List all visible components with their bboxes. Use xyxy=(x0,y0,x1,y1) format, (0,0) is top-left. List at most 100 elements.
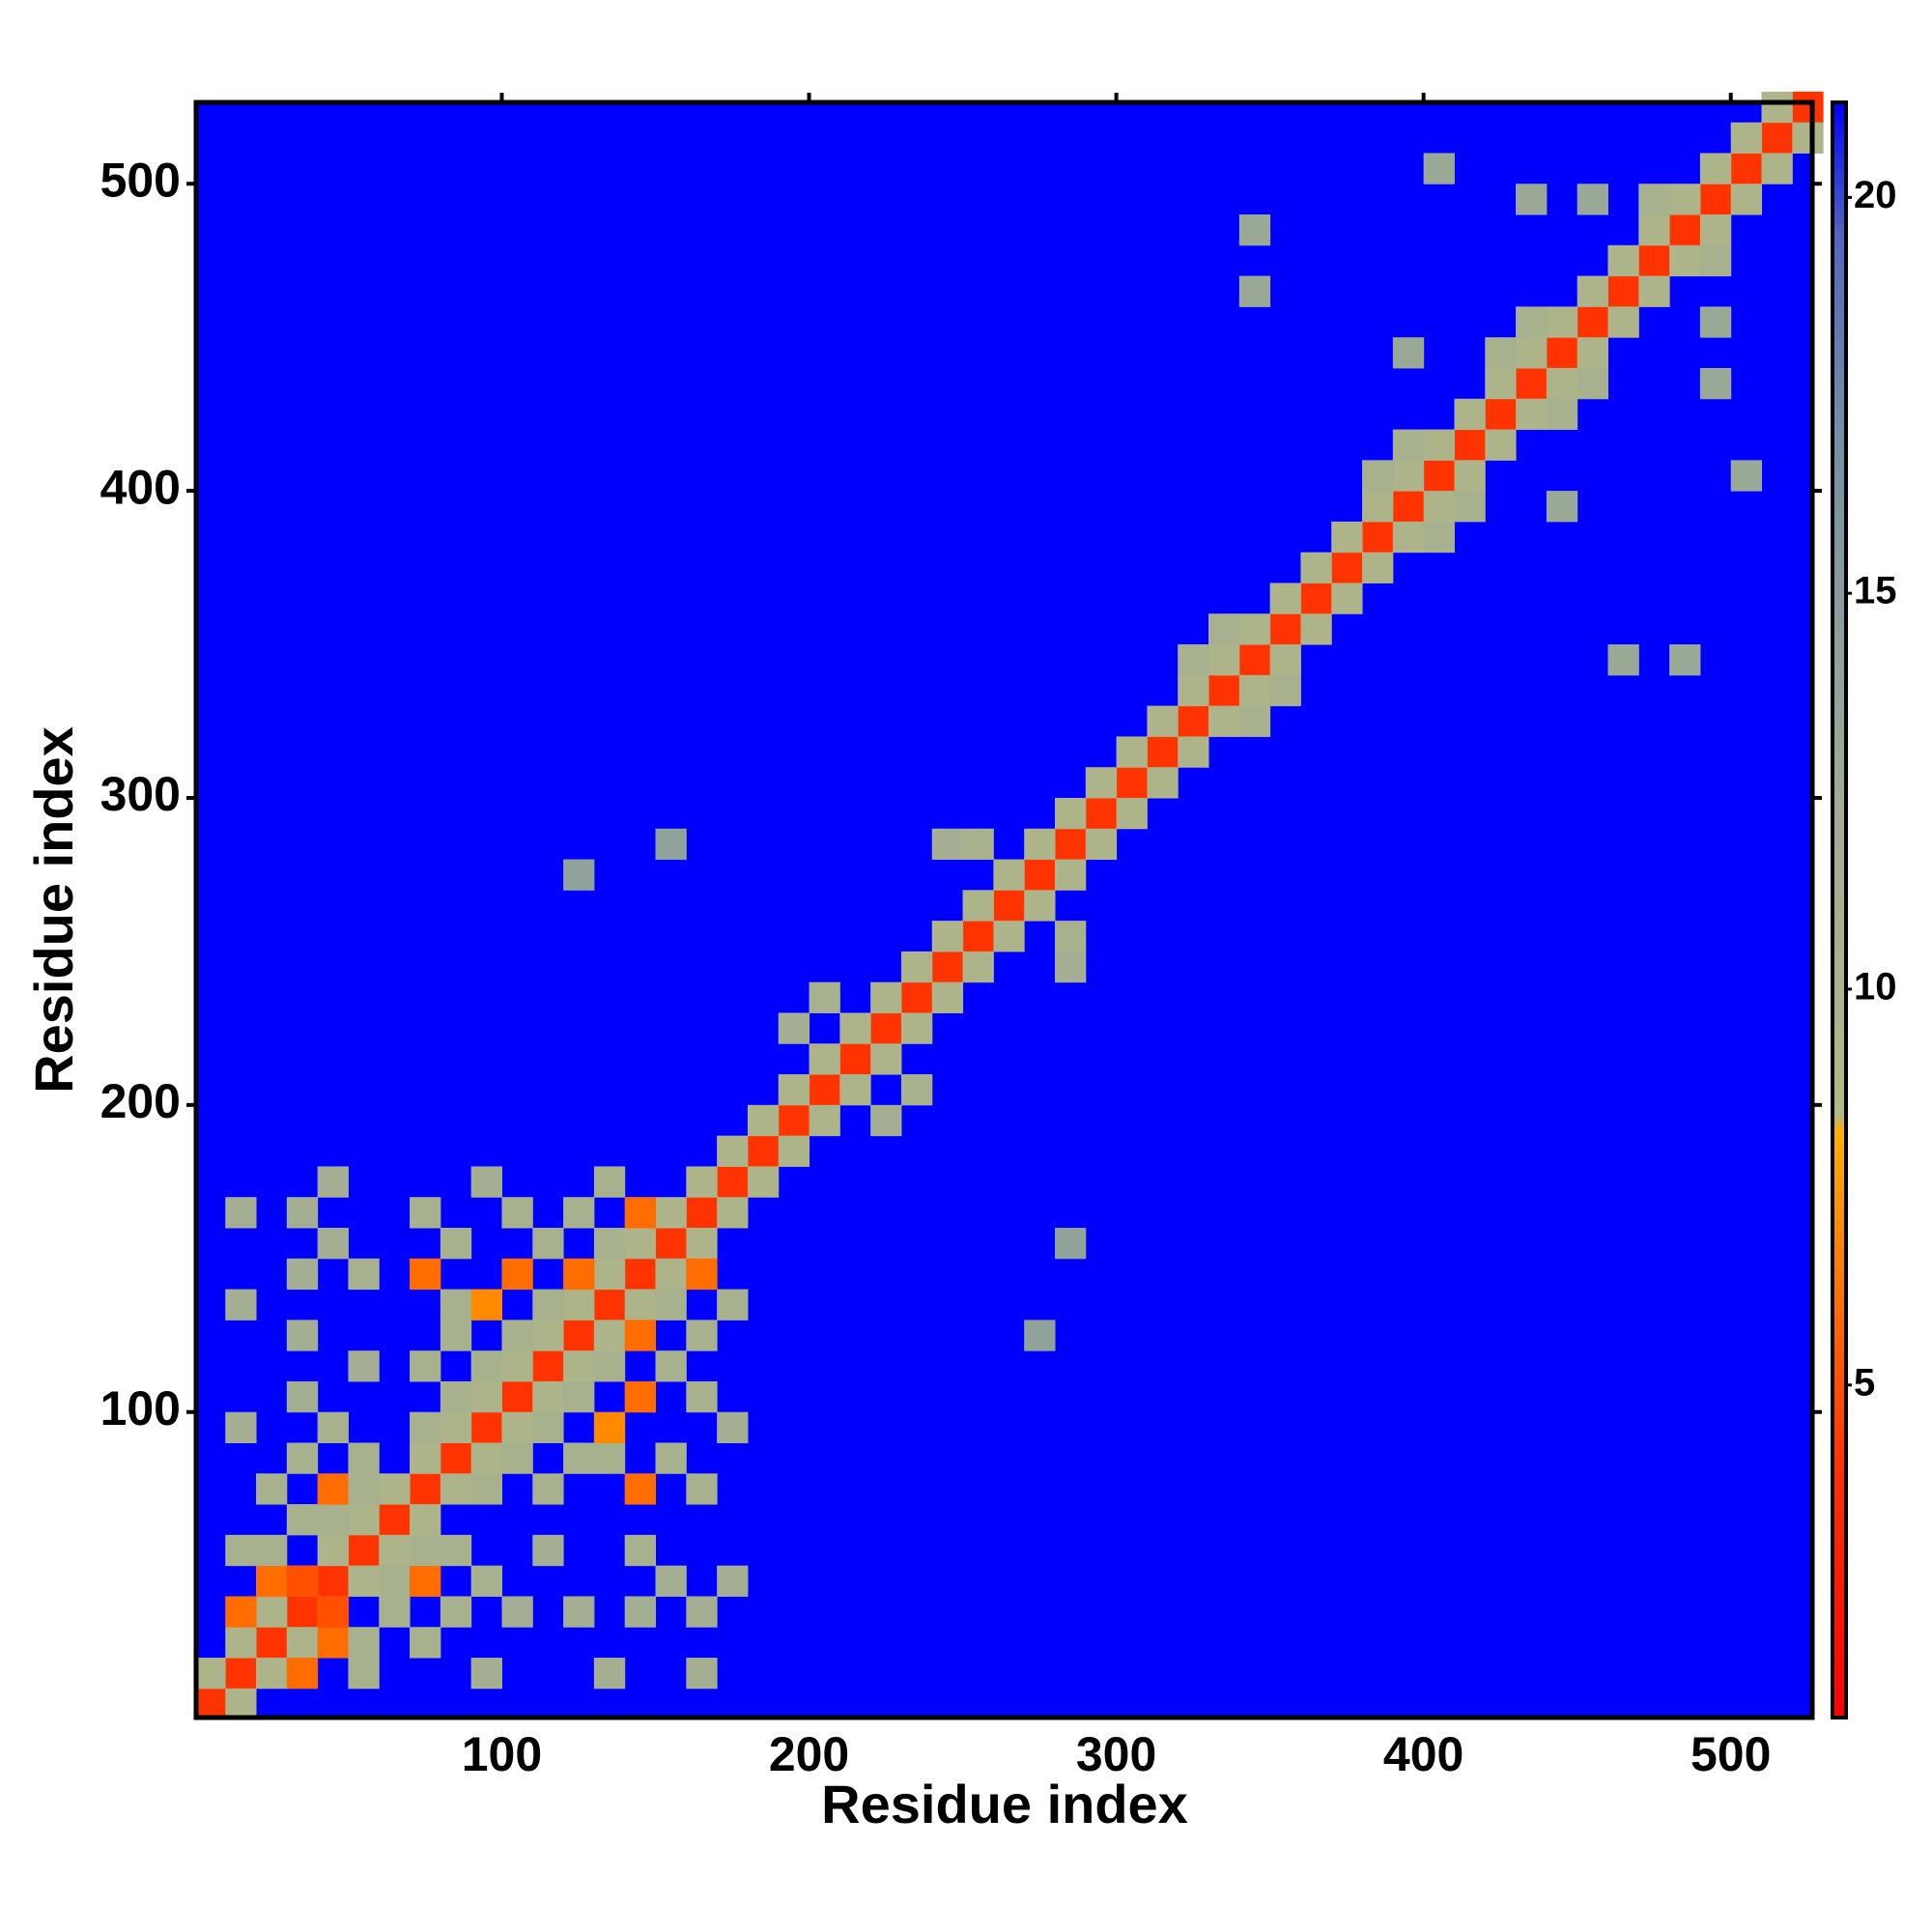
heatmap-cell xyxy=(839,1012,871,1044)
heatmap-cell xyxy=(532,1350,564,1382)
heatmap-cell xyxy=(931,951,964,983)
heatmap-cell xyxy=(778,1104,810,1137)
heatmap-cell xyxy=(1024,890,1056,922)
heatmap-cell xyxy=(348,1350,380,1382)
heatmap-cell xyxy=(194,1658,226,1690)
heatmap-cell xyxy=(1454,429,1486,461)
y-tick-label: 500 xyxy=(100,153,181,207)
colorbar-tick-label: 15 xyxy=(1854,570,1897,612)
heatmap-cell xyxy=(870,1012,902,1044)
y-tick-label: 200 xyxy=(100,1074,181,1128)
x-tick-label: 100 xyxy=(462,1727,542,1781)
heatmap-cell xyxy=(900,951,933,983)
heatmap-cell xyxy=(686,1380,718,1413)
heatmap-cell xyxy=(256,1534,288,1567)
heatmap-cell xyxy=(624,1320,657,1351)
heatmap-cell xyxy=(470,1565,502,1597)
heatmap-cell xyxy=(1269,644,1301,676)
heatmap-cell xyxy=(410,1565,441,1597)
heatmap-cell xyxy=(1546,398,1578,431)
heatmap-cell xyxy=(1516,184,1548,215)
heatmap-cell xyxy=(900,981,933,1013)
heatmap-cell xyxy=(1516,306,1548,338)
heatmap-cell xyxy=(655,1227,687,1260)
heatmap-cell xyxy=(686,1197,718,1229)
heatmap-cell xyxy=(747,1135,780,1167)
heatmap-cell xyxy=(532,1473,564,1505)
heatmap-cell xyxy=(1730,153,1763,185)
heatmap-cell xyxy=(379,1596,411,1628)
heatmap-cell xyxy=(778,1135,810,1167)
colorbar-tick-label: 20 xyxy=(1854,174,1897,216)
heatmap-cell xyxy=(717,1197,749,1229)
heatmap-cell xyxy=(686,1166,718,1198)
heatmap-cell xyxy=(686,1658,718,1690)
heatmap-cell xyxy=(286,1258,319,1291)
y-tick-label: 400 xyxy=(100,460,181,514)
heatmap-cell xyxy=(532,1320,564,1351)
heatmap-cell xyxy=(563,1350,595,1382)
heatmap-cell xyxy=(501,1596,533,1628)
heatmap-cell xyxy=(440,1411,472,1444)
heatmap-cell xyxy=(348,1658,380,1690)
heatmap-cell xyxy=(410,1504,441,1536)
heatmap-cell xyxy=(1607,306,1639,338)
heatmap-cell xyxy=(1147,736,1179,768)
heatmap-cell xyxy=(410,1534,441,1567)
heatmap-cell xyxy=(379,1504,411,1536)
heatmap-cell xyxy=(532,1534,564,1567)
heatmap-cell xyxy=(1208,613,1240,645)
heatmap-cell xyxy=(286,1380,319,1413)
heatmap-cell xyxy=(410,1197,441,1229)
heatmap-cell xyxy=(1024,859,1056,891)
heatmap-cell xyxy=(1792,122,1824,154)
heatmap-cell xyxy=(501,1320,533,1351)
heatmap-cell xyxy=(317,1411,349,1444)
heatmap-cell xyxy=(1178,644,1209,676)
heatmap-cell xyxy=(624,1534,657,1567)
heatmap-cell xyxy=(440,1320,472,1351)
heatmap-cell xyxy=(809,981,840,1013)
heatmap-cell xyxy=(1638,244,1670,277)
heatmap-cell xyxy=(286,1442,319,1474)
heatmap-cell xyxy=(317,1534,349,1567)
heatmap-cell xyxy=(686,1227,718,1260)
heatmap-cell xyxy=(1116,797,1148,830)
heatmap-cell xyxy=(624,1380,657,1413)
heatmap-cell xyxy=(1577,275,1608,307)
heatmap-cell xyxy=(440,1534,472,1567)
heatmap-cell xyxy=(440,1596,472,1628)
heatmap-cell xyxy=(1392,491,1425,523)
heatmap-cell xyxy=(440,1227,472,1260)
heatmap-cell xyxy=(993,890,1025,922)
heatmap-cell xyxy=(470,1166,502,1198)
heatmap-cell xyxy=(317,1166,349,1198)
heatmap-cell xyxy=(225,1627,257,1659)
heatmap-cell xyxy=(593,1442,626,1474)
heatmap-cell xyxy=(348,1473,380,1505)
heatmap-cell xyxy=(624,1197,657,1229)
heatmap-cell xyxy=(1054,1227,1087,1260)
x-axis-label: Residue index xyxy=(821,1774,1188,1834)
heatmap-cell xyxy=(1485,429,1517,461)
heatmap-cell xyxy=(348,1534,380,1567)
heatmap-cell xyxy=(563,1320,595,1351)
heatmap-cell xyxy=(225,1411,257,1444)
heatmap-cell xyxy=(256,1627,288,1659)
heatmap-cell xyxy=(686,1258,718,1291)
y-tick-label: 100 xyxy=(100,1381,181,1435)
heatmap-cell xyxy=(1607,244,1639,277)
heatmap-cell xyxy=(1546,491,1578,523)
heatmap-cell xyxy=(410,1627,441,1659)
heatmap-cell xyxy=(993,921,1025,952)
heatmap-cell xyxy=(1516,337,1548,369)
heatmap-cell xyxy=(1699,153,1732,185)
heatmap-cell xyxy=(1362,521,1394,554)
heatmap-cell xyxy=(317,1627,349,1659)
heatmap-cell xyxy=(593,1289,626,1321)
heatmap-cell xyxy=(410,1258,441,1291)
heatmap-cell xyxy=(410,1350,441,1382)
heatmap-cell xyxy=(1300,582,1332,614)
heatmap-cell xyxy=(686,1320,718,1351)
